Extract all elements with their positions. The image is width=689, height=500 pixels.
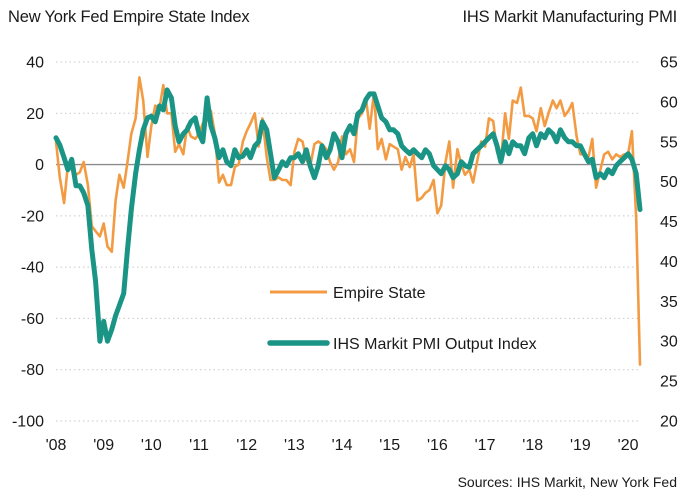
x-tick-label: '09 — [93, 437, 114, 454]
series-lines — [53, 76, 643, 366]
right-axis-ticks: 65 60 55 50 45 40 35 30 25 20 — [660, 55, 678, 431]
legend-label-empire-state: Empire State — [333, 285, 426, 302]
source-note: Sources: IHS Markit, New York Fed — [457, 474, 677, 490]
right-tick-label: 30 — [660, 334, 678, 351]
x-axis-ticks: '08 '09 '10 '11 '12 '13 '14 '15 '16 '17 '18 '19 '20 — [46, 437, 639, 454]
x-tick-label: '14 — [332, 437, 353, 454]
left-tick-label: -100 — [12, 414, 44, 431]
right-tick-label: 60 — [660, 94, 678, 111]
series-line-empire-state — [54, 76, 642, 366]
left-tick-label: -80 — [21, 362, 44, 379]
left-tick-label: 40 — [26, 55, 44, 72]
left-axis-ticks: 40 20 0 -20 -40 -60 -80 -100 — [12, 55, 44, 431]
x-tick-label: '08 — [46, 437, 67, 454]
right-axis-title: IHS Markit Manufacturing PMI — [462, 8, 678, 26]
right-tick-label: 40 — [660, 254, 678, 271]
x-tick-label: '15 — [379, 437, 400, 454]
x-tick-label: '16 — [427, 437, 448, 454]
right-tick-label: 25 — [660, 374, 678, 391]
legend: Empire State IHS Markit PMI Output Index — [267, 285, 537, 353]
x-tick-label: '12 — [236, 437, 257, 454]
right-tick-label: 55 — [660, 134, 678, 151]
x-tick-label: '18 — [522, 437, 543, 454]
right-tick-label: 45 — [660, 214, 678, 231]
right-tick-label: 65 — [660, 55, 678, 72]
right-tick-label: 50 — [660, 174, 678, 191]
left-tick-label: 20 — [26, 106, 44, 123]
left-axis-title: New York Fed Empire State Index — [8, 8, 250, 26]
series-line-pmi-output — [53, 87, 643, 344]
x-tick-label: '10 — [141, 437, 162, 454]
x-tick-label: '11 — [189, 437, 209, 454]
x-tick-label: '13 — [284, 437, 305, 454]
right-tick-label: 35 — [660, 294, 678, 311]
legend-label-pmi-output: IHS Markit PMI Output Index — [333, 336, 537, 353]
left-tick-label: -40 — [21, 260, 44, 277]
x-tick-label: '17 — [475, 437, 496, 454]
x-tick-label: '20 — [618, 437, 639, 454]
left-tick-label: -60 — [21, 311, 44, 328]
left-tick-label: -20 — [21, 208, 44, 225]
right-tick-label: 20 — [660, 414, 678, 431]
x-tick-label: '19 — [570, 437, 591, 454]
left-tick-label: 0 — [35, 157, 44, 174]
